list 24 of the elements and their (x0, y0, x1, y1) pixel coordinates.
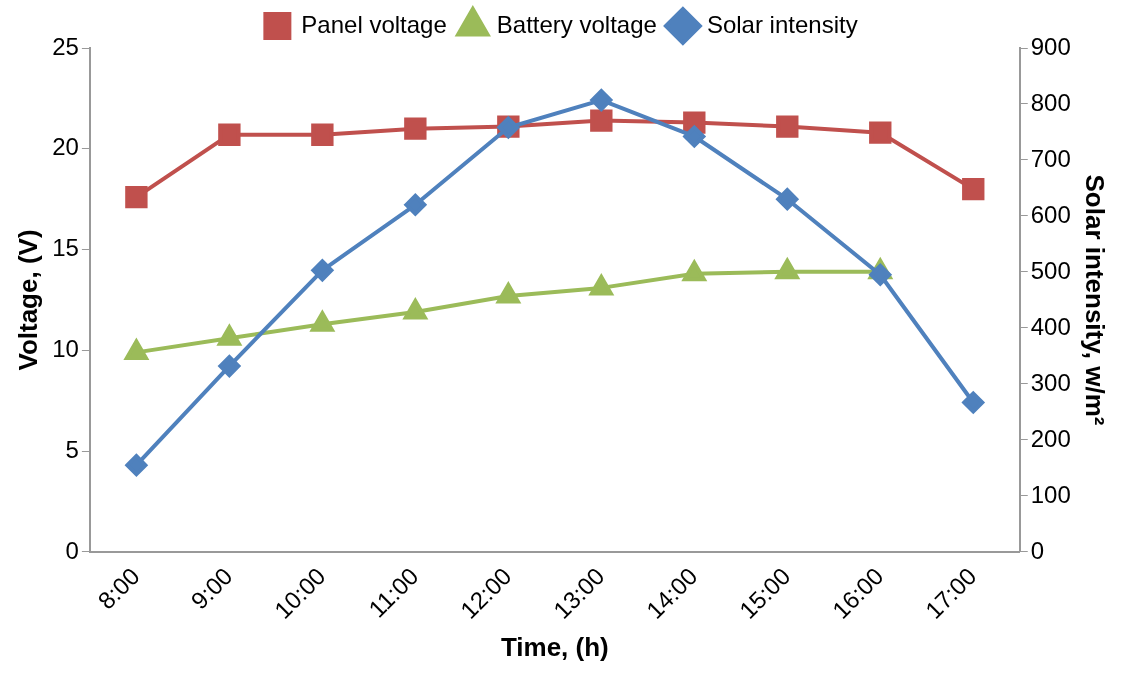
y2-tick-label: 700 (1030, 144, 1071, 172)
y2-tick-label: 400 (1030, 312, 1071, 340)
y-tick-label: 25 (52, 32, 79, 60)
x-axis-title: Time, (h) (500, 631, 609, 662)
y-tick-label: 20 (52, 133, 79, 161)
y2-tick-label: 900 (1030, 32, 1071, 60)
y2-tick-label: 0 (1030, 536, 1045, 564)
y2-tick-label: 800 (1030, 88, 1071, 116)
y-tick-label: 5 (65, 435, 79, 463)
y-tick-label: 15 (52, 234, 79, 262)
y2-tick-label: 600 (1030, 200, 1071, 228)
legend-label: Solar intensity (706, 10, 858, 38)
y2-tick-label: 100 (1030, 480, 1071, 508)
y2-tick-label: 500 (1030, 256, 1071, 284)
legend-label: Battery voltage (496, 10, 657, 38)
x-tick-label: 9:00 (185, 562, 238, 615)
y-tick-label: 10 (52, 335, 79, 363)
x-tick-label: 8:00 (92, 562, 145, 615)
y-axis-title: Voltage, (V) (12, 229, 43, 371)
y2-axis-title: Solar intensity, w/m² (1080, 174, 1111, 426)
legend-label: Panel voltage (301, 10, 447, 38)
y-tick-label: 0 (65, 536, 79, 564)
y2-tick-label: 200 (1030, 424, 1071, 452)
y2-tick-label: 300 (1030, 368, 1071, 396)
